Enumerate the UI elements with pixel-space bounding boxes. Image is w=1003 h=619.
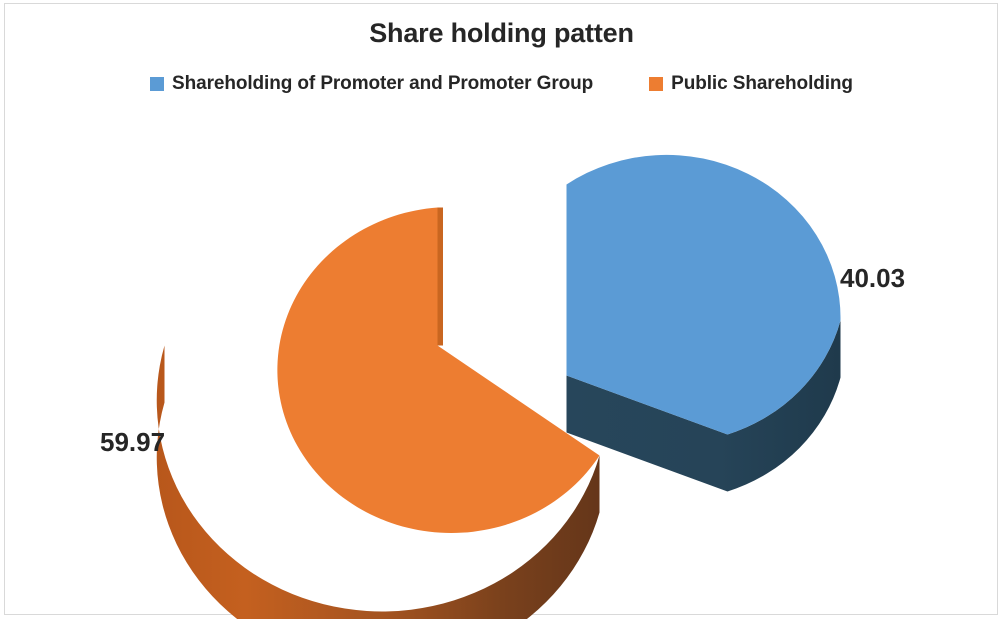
pie-slice-promoter-side	[566, 184, 841, 492]
legend-item-promoter[interactable]: Shareholding of Promoter and Promoter Gr…	[150, 73, 593, 95]
pie-slice-promoter-top	[566, 154, 841, 435]
pie-slice-promoter[interactable]	[566, 154, 841, 492]
pie-slice-public-top	[277, 207, 600, 533]
legend-item-public[interactable]: Public Shareholding	[649, 73, 853, 95]
pie-slice-public-shareholding[interactable]	[156, 207, 600, 619]
legend-swatch-orange-icon	[649, 77, 664, 91]
legend-swatch-blue-icon	[150, 77, 165, 91]
legend-label-promoter: Shareholding of Promoter and Promoter Gr…	[172, 73, 594, 94]
pie-slice-public-radial-wall	[437, 207, 443, 346]
data-label-promoter: 40.03	[840, 263, 906, 293]
chart-legend: Shareholding of Promoter and Promoter Gr…	[0, 73, 1003, 95]
legend-label-public: Public Shareholding	[671, 73, 853, 94]
data-label-public: 59.97	[100, 427, 166, 457]
pie-slice-public-side	[156, 345, 600, 619]
chart-title: Share holding patten	[369, 18, 634, 48]
